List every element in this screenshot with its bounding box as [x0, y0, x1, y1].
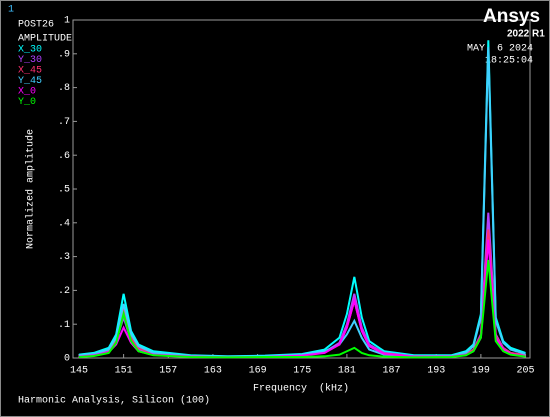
y-tick-label: .1	[58, 320, 70, 331]
x-tick-label: 205	[517, 366, 535, 377]
x-tick-label: 175	[293, 366, 311, 377]
x-tick-label: 145	[70, 366, 88, 377]
version: 2022 R1	[507, 29, 545, 40]
x-tick-label: 157	[159, 366, 177, 377]
legend-entry: Y_0	[18, 97, 36, 108]
y-tick-label: .8	[58, 83, 70, 94]
legend-entry: Y_45	[18, 76, 42, 87]
y-tick-label: .9	[58, 49, 70, 60]
y-tick-label: .6	[58, 151, 70, 162]
y-tick-label: .2	[58, 286, 70, 297]
legend-entry: X_0	[18, 87, 36, 98]
x-tick-label: 181	[338, 366, 356, 377]
legend-title: AMPLITUDE	[18, 34, 72, 45]
x-tick-label: 199	[472, 366, 490, 377]
y-tick-label: .7	[58, 117, 70, 128]
window-number: 1	[8, 5, 14, 16]
x-tick-label: 193	[427, 366, 445, 377]
x-tick-label: 151	[115, 366, 133, 377]
series-line	[78, 47, 526, 358]
series-line	[78, 259, 526, 359]
legend-entry: X_45	[18, 66, 42, 77]
brand: Ansys	[483, 6, 540, 27]
x-tick-label: 163	[204, 366, 222, 377]
y-tick-label: .4	[58, 218, 70, 229]
program-label: POST26	[18, 20, 54, 31]
legend-entry: X_30	[18, 45, 42, 56]
x-tick-label: 187	[383, 366, 401, 377]
time: 18:25:04	[485, 56, 533, 67]
plot-title: Harmonic Analysis, Silicon (100)	[18, 395, 210, 407]
y-tick-label: 0	[64, 354, 70, 365]
y-tick-label: .3	[58, 252, 70, 263]
y-tick-label: 1	[64, 16, 70, 27]
y-tick-label: .5	[58, 185, 70, 196]
x-axis-title: Frequency (kHz)	[253, 383, 349, 395]
date: MAY 6 2024	[467, 44, 533, 55]
legend-entry: Y_30	[18, 55, 42, 66]
y-axis-title: Normalized amplitude	[25, 129, 37, 249]
x-tick-label: 169	[249, 366, 267, 377]
